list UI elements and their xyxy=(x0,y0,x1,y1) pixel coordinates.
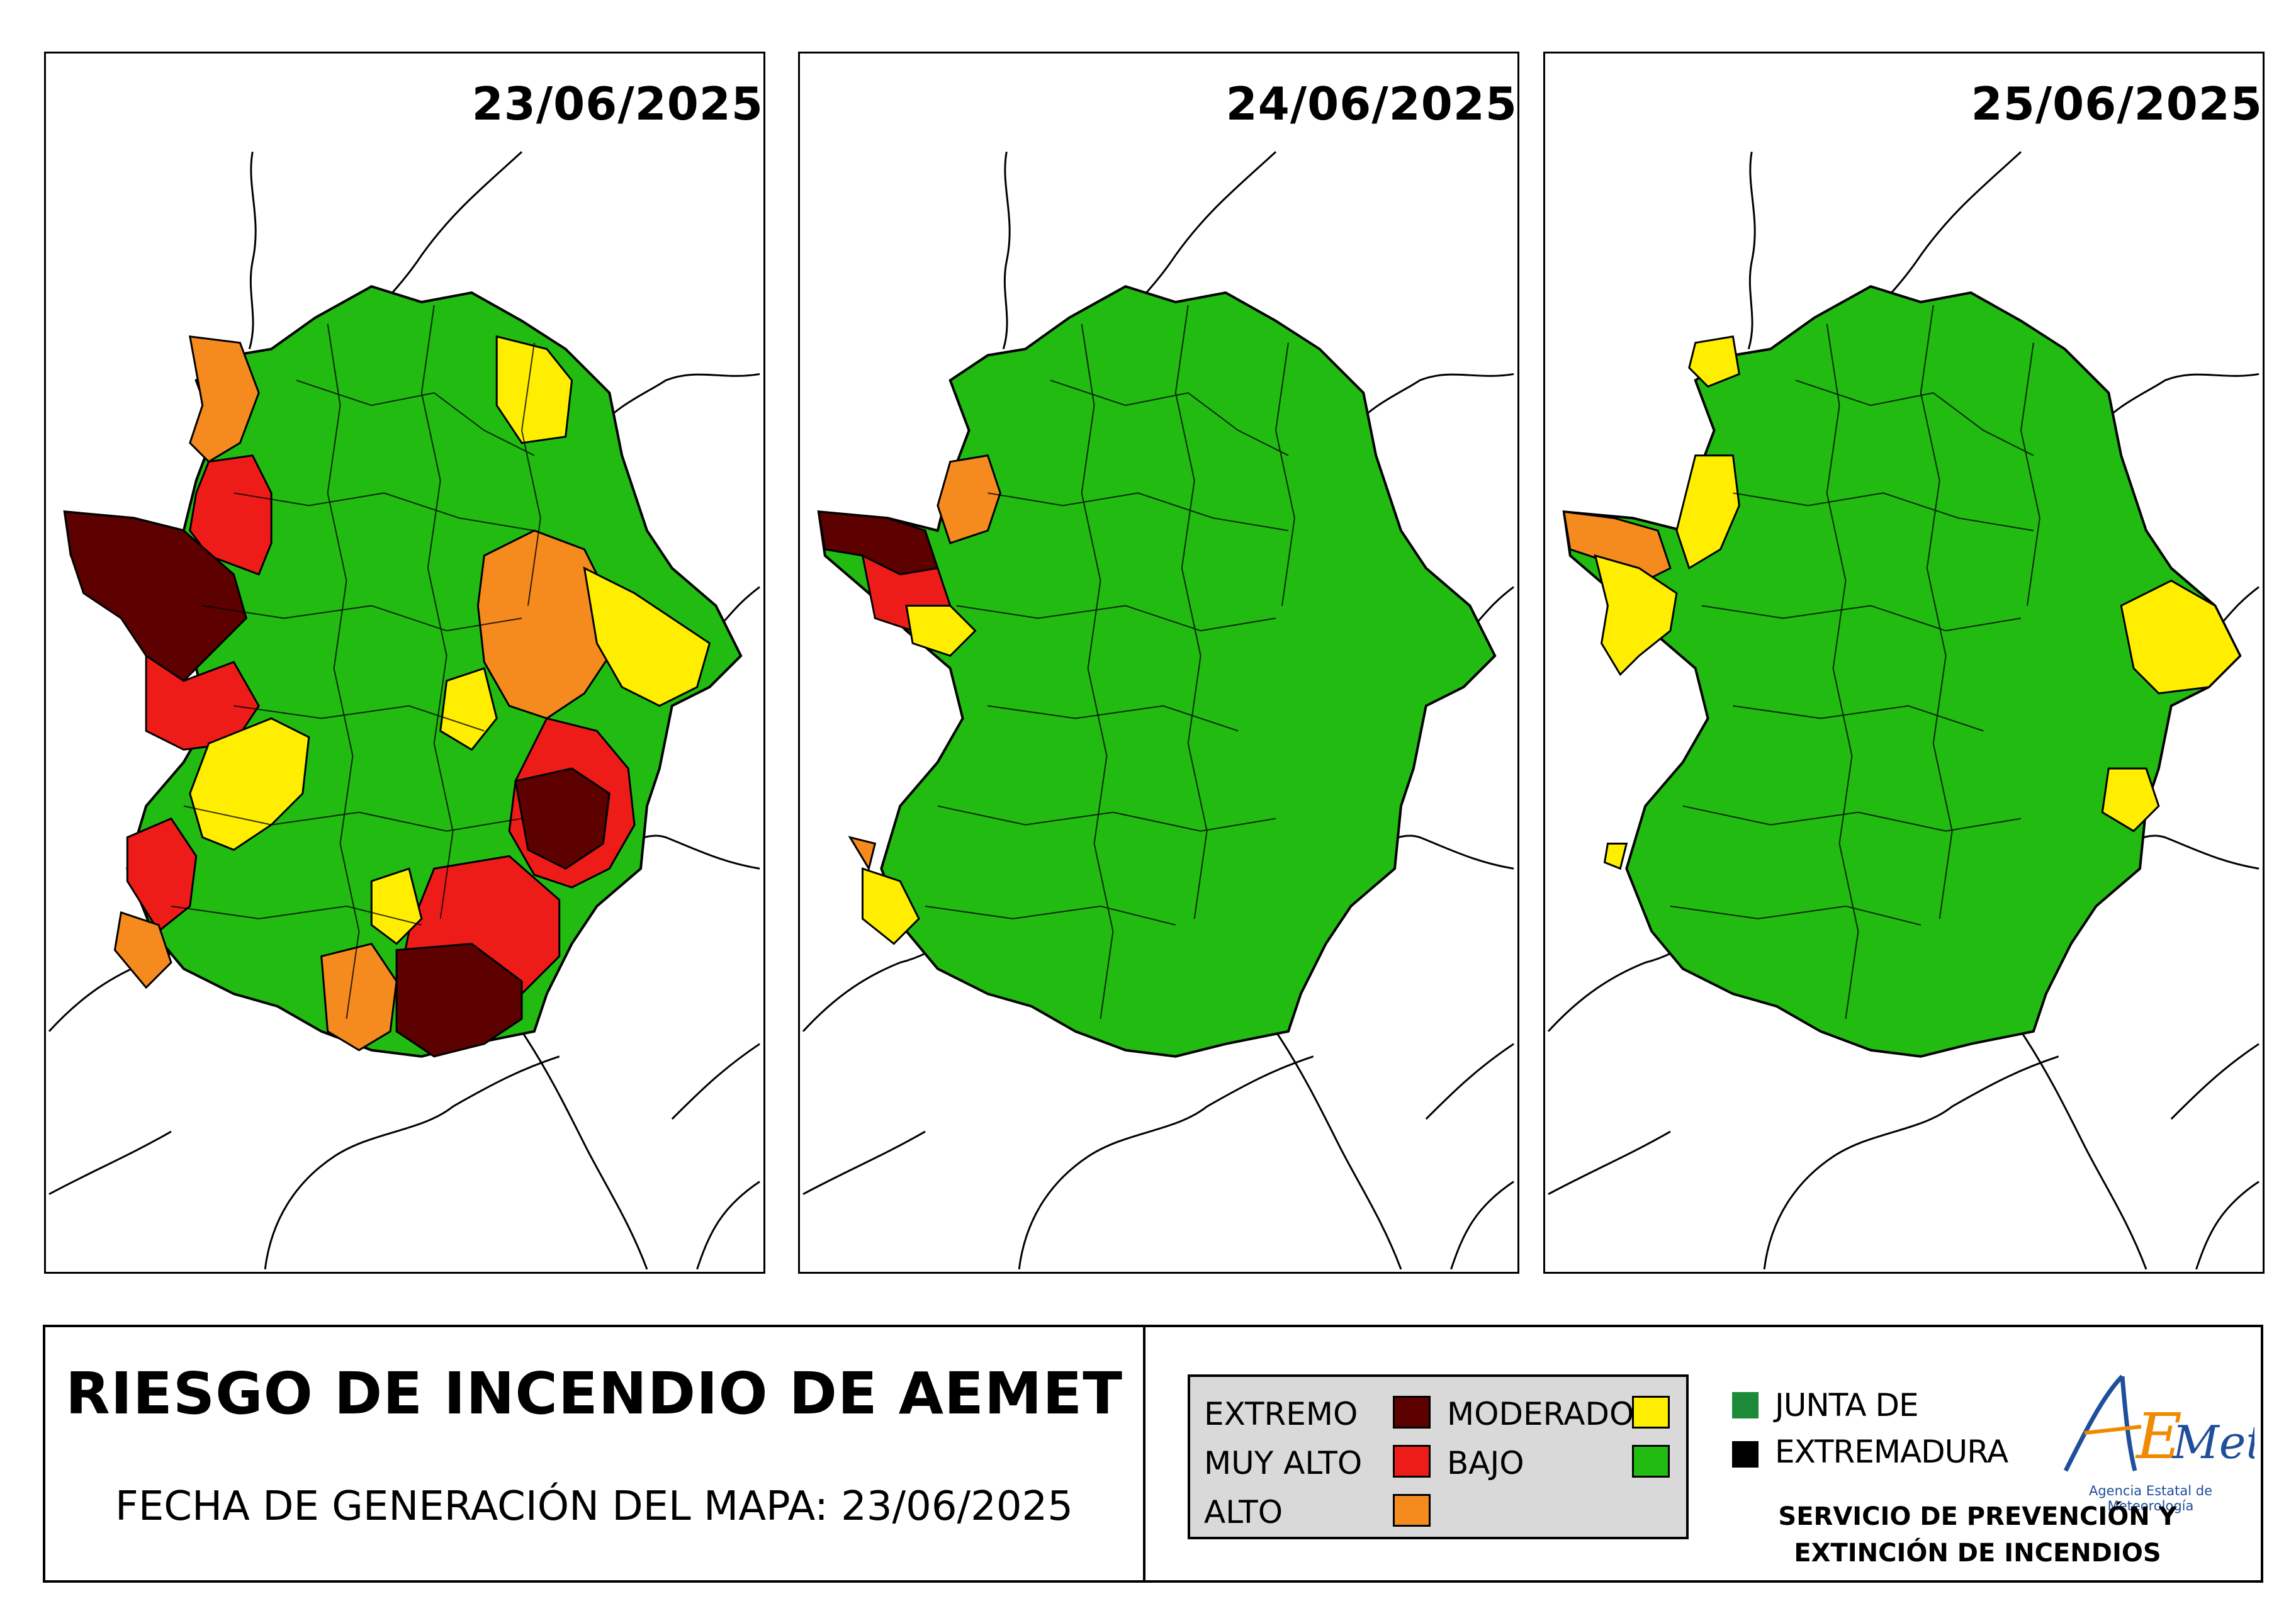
footer-title: RIESGO DE INCENDIO DE AEMET xyxy=(65,1360,1123,1427)
footer-divider xyxy=(1143,1327,1145,1580)
legend-label-bajo: BAJO xyxy=(1447,1445,1524,1481)
servicio-line2: EXTINCIÓN DE INCENDIOS xyxy=(1794,1539,2161,1568)
map-panel-day1: 23/06/2025 xyxy=(44,52,765,1274)
legend-swatch-moderado xyxy=(1632,1396,1670,1429)
legend-label-extremo: EXTREMO xyxy=(1204,1396,1358,1432)
region-base xyxy=(817,284,1497,1058)
legend-swatch-alto xyxy=(1393,1494,1431,1527)
junta-green-square-icon xyxy=(1732,1392,1759,1418)
risk-zones-day2 xyxy=(818,454,1001,945)
junta-line2: EXTREMADURA xyxy=(1775,1434,2008,1470)
legend-label-alto: ALTO xyxy=(1204,1494,1283,1530)
risk-zones-day1 xyxy=(64,335,711,1058)
generation-date: FECHA DE GENERACIÓN DEL MAPA: 23/06/2025 xyxy=(115,1483,1073,1530)
svg-text:E: E xyxy=(2135,1400,2182,1473)
map-day2 xyxy=(802,151,1514,1270)
junta-extremadura-logo: JUNTA DE EXTREMADURA xyxy=(1732,1387,2009,1500)
legend: EXTREMO MODERADO MUY ALTO BAJO ALTO xyxy=(1188,1374,1689,1539)
map-date-label: 24/06/2025 xyxy=(1225,77,1517,130)
municipal-lines xyxy=(1670,305,2040,1019)
map-date-label: 23/06/2025 xyxy=(471,77,763,130)
aemet-logo: E Met Agencia Estatal de Meteorología xyxy=(2047,1364,2265,1515)
legend-label-muy-alto: MUY ALTO xyxy=(1204,1445,1363,1481)
legend-swatch-muy-alto xyxy=(1393,1445,1431,1478)
legend-swatch-bajo xyxy=(1632,1445,1670,1478)
aemet-logo-icon: E Met xyxy=(2063,1374,2265,1473)
junta-black-square-icon xyxy=(1732,1441,1759,1468)
border-lines xyxy=(1547,151,2259,1270)
legend-label-moderado: MODERADO xyxy=(1447,1396,1635,1432)
risk-zones-day3 xyxy=(1563,335,2242,870)
footer-panel: RIESGO DE INCENDIO DE AEMET FECHA DE GEN… xyxy=(43,1325,2265,1583)
legend-swatch-extremo xyxy=(1393,1396,1431,1429)
municipal-lines xyxy=(925,305,1295,1019)
map-day3 xyxy=(1547,151,2259,1270)
map-day1 xyxy=(48,151,760,1270)
map-panel-day2: 24/06/2025 xyxy=(798,52,1519,1274)
servicio-line1: SERVICIO DE PREVENCIÓN Y xyxy=(1778,1502,2177,1531)
aemet-subtitle: Agencia Estatal de Meteorología xyxy=(2088,1483,2213,1513)
junta-line1: JUNTA DE xyxy=(1775,1387,1919,1424)
map-panel-day3: 25/06/2025 xyxy=(1543,52,2265,1274)
municipal-lines xyxy=(171,305,541,1019)
servicio-text: SERVICIO DE PREVENCIÓN Y EXTINCIÓN DE IN… xyxy=(1707,1498,2248,1571)
svg-text:Met: Met xyxy=(2171,1416,2254,1469)
map-date-label: 25/06/2025 xyxy=(1971,77,2263,130)
